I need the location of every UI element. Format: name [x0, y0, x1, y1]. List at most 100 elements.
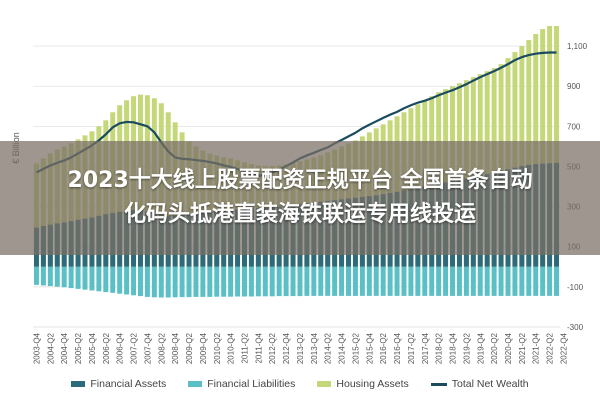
x-tick-label: 2017-Q4 [421, 332, 430, 364]
x-tick-label: 2022-Q2 [546, 332, 555, 364]
bar-financial-liabilities [304, 266, 310, 296]
legend-item-financial-liabilities: Financial Liabilities [188, 378, 295, 390]
x-tick-label: 2003-Q4 [32, 332, 41, 364]
bar-financial-liabilities [172, 266, 178, 298]
banner-text: 2023十大线上股票配资正规平台 全国首条自动 化码头抵港直装海铁联运专用线投运 [0, 141, 600, 255]
bar-financial-liabilities [352, 266, 358, 296]
legend-swatch-financial-assets [71, 381, 86, 387]
banner-line-2: 化码头抵港直装海铁联运专用线投运 [123, 202, 476, 227]
x-tick-label: 2017-Q2 [407, 332, 416, 364]
bar-financial-liabilities [443, 266, 449, 296]
bar-financial-liabilities [519, 266, 525, 296]
bar-financial-liabilities [241, 266, 247, 297]
bar-financial-liabilities [498, 266, 504, 296]
x-tick-label: 2019-Q4 [476, 332, 485, 364]
x-tick-label: 2021-Q2 [518, 332, 527, 364]
bar-financial-liabilities [144, 266, 150, 297]
bar-financial-liabilities [186, 266, 192, 298]
bar-financial-liabilities [40, 266, 46, 286]
bar-financial-liabilities [373, 266, 379, 296]
bar-financial-liabilities [401, 266, 407, 296]
bar-financial-liabilities [269, 266, 275, 297]
y-tick-label: 1,100 [567, 42, 588, 51]
bar-financial-liabilities [228, 266, 234, 297]
x-tick-label: 2010-Q4 [227, 332, 236, 364]
legend-item-financial-assets: Financial Assets [71, 378, 166, 390]
bar-financial-liabilities [505, 266, 511, 296]
bar-financial-liabilities [290, 266, 296, 297]
bar-financial-liabilities [387, 266, 393, 296]
y-tick-label: -300 [567, 323, 584, 332]
bar-financial-liabilities [526, 266, 532, 296]
bar-financial-liabilities [124, 266, 130, 295]
x-tick-label: 2004-Q2 [46, 332, 55, 364]
bar-financial-liabilities [297, 266, 303, 297]
legend-swatch-housing-assets [317, 381, 332, 387]
bar-financial-liabilities [200, 266, 206, 297]
bar-financial-liabilities [415, 266, 421, 296]
legend-swatch-financial-liabilities [188, 381, 203, 387]
x-tick-label: 2004-Q4 [60, 332, 69, 364]
legend-label-financial-liabilities: Financial Liabilities [207, 378, 296, 390]
bar-financial-liabilities [456, 266, 462, 296]
bar-financial-liabilities [394, 266, 400, 296]
bar-financial-liabilities [408, 266, 414, 296]
x-tick-label: 2020-Q4 [504, 332, 513, 364]
bar-financial-liabilities [33, 266, 39, 285]
x-tick-label: 2013-Q4 [310, 332, 319, 364]
y-tick-label: -100 [567, 283, 584, 292]
bar-financial-liabilities [255, 266, 261, 297]
bar-financial-liabilities [429, 266, 435, 296]
bar-financial-liabilities [193, 266, 199, 297]
bar-financial-liabilities [151, 266, 157, 298]
bar-financial-liabilities [547, 266, 553, 296]
bar-financial-liabilities [533, 266, 539, 296]
x-tick-label: 2006-Q2 [102, 332, 111, 364]
bar-financial-liabilities [463, 266, 469, 296]
x-tick-label: 2012-Q4 [282, 332, 291, 364]
x-tick-label: 2006-Q4 [116, 332, 125, 364]
legend-item-housing-assets: Housing Assets [317, 378, 409, 390]
x-tick-label: 2018-Q2 [435, 332, 444, 364]
bar-financial-liabilities [346, 266, 352, 296]
legend: Financial Assets Financial Liabilities H… [0, 376, 600, 392]
bar-financial-liabilities [512, 266, 518, 296]
bar-financial-liabilities [61, 266, 67, 288]
bar-financial-liabilities [103, 266, 109, 293]
y-tick-label: 900 [567, 82, 581, 91]
x-tick-label: 2011-Q4 [254, 332, 263, 363]
legend-item-total-net-wealth: Total Net Wealth [430, 378, 529, 390]
x-tick-label: 2013-Q2 [296, 332, 305, 364]
x-tick-label: 2005-Q2 [74, 332, 83, 364]
bar-financial-liabilities [117, 266, 123, 294]
x-tick-label: 2011-Q2 [240, 332, 249, 363]
bar-financial-liabilities [380, 266, 386, 296]
bar-financial-liabilities [436, 266, 442, 296]
x-tick-label: 2009-Q4 [199, 332, 208, 364]
bar-financial-liabilities [477, 266, 483, 296]
bar-financial-liabilities [110, 266, 116, 293]
banner-line-1: 2023十大线上股票配资正规平台 全国首条自动 [67, 168, 533, 193]
x-tick-label: 2020-Q2 [490, 332, 499, 364]
bar-financial-liabilities [339, 266, 345, 296]
x-tick-label: 2021-Q4 [532, 332, 541, 364]
bar-financial-liabilities [366, 266, 372, 296]
x-tick-label: 2008-Q2 [157, 332, 166, 364]
bar-financial-liabilities [248, 266, 254, 297]
bar-financial-liabilities [82, 266, 88, 290]
x-tick-label: 2015-Q4 [365, 332, 374, 364]
bar-financial-liabilities [207, 266, 213, 297]
legend-label-total-net-wealth: Total Net Wealth [451, 378, 529, 390]
bar-financial-liabilities [179, 266, 185, 298]
x-tick-label: 2008-Q4 [171, 332, 180, 364]
bar-financial-liabilities [131, 266, 137, 296]
bar-financial-liabilities [554, 266, 560, 296]
x-tick-label: 2019-Q2 [462, 332, 471, 364]
x-tick-label: 2012-Q2 [268, 332, 277, 364]
legend-label-housing-assets: Housing Assets [336, 378, 409, 390]
bar-financial-liabilities [54, 266, 60, 287]
bar-financial-liabilities [165, 266, 171, 298]
x-tick-label: 2016-Q2 [379, 332, 388, 364]
bar-financial-liabilities [540, 266, 546, 296]
bar-financial-liabilities [491, 266, 497, 296]
